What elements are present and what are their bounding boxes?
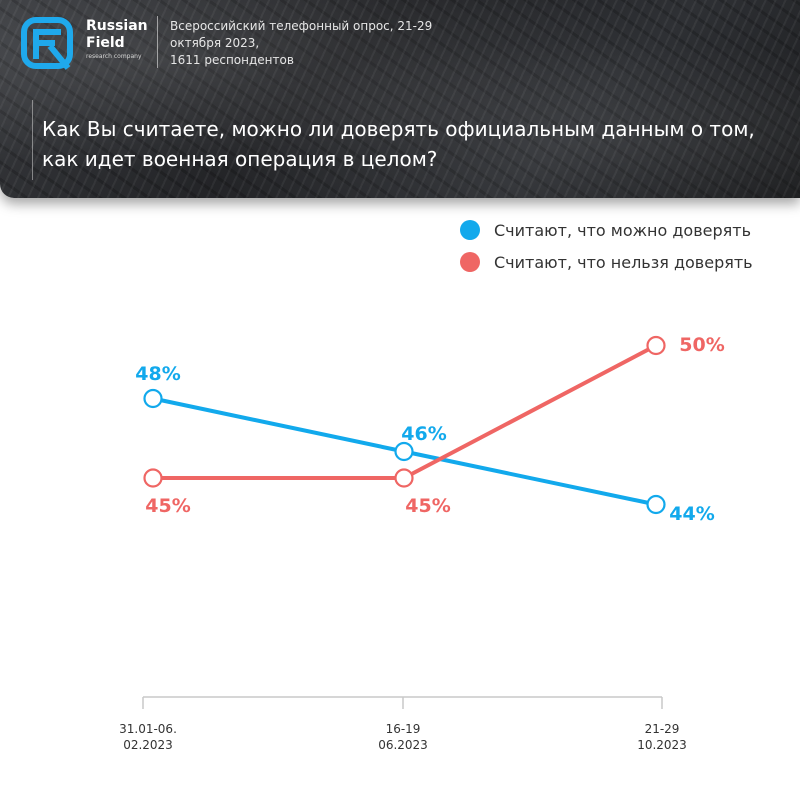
x-tick-label-2: 21-29 10.2023 [637, 722, 687, 752]
legend-item-distrust: Считают, что нельзя доверять [460, 252, 753, 272]
series-0-label-0: 48% [135, 363, 180, 385]
chart-legend: Считают, что можно доверять Считают, что… [460, 220, 753, 284]
brand-name: Russian Field research company [86, 18, 148, 61]
brand-line1: Russian [86, 18, 148, 34]
series-0-label-2: 44% [669, 503, 714, 525]
series-0-point-1 [394, 441, 414, 462]
x-tick-label-1: 16-19 06.2023 [378, 722, 428, 752]
series-1-label-0: 45% [145, 495, 190, 517]
legend-label-trust: Считают, что можно доверять [494, 220, 752, 240]
series-1-point-1 [394, 468, 414, 488]
series-0-point-0 [143, 388, 163, 409]
legend-label-distrust: Считают, что нельзя доверять [494, 252, 753, 272]
legend-swatch-trust [460, 220, 480, 240]
brand-line2: Field [86, 35, 125, 51]
header-divider [157, 16, 158, 68]
series-0-point-2 [646, 494, 666, 515]
brand-subtitle: research company [86, 53, 142, 60]
question-rule [32, 100, 33, 180]
header-banner: Russian Field research company Всероссий… [0, 0, 800, 198]
legend-swatch-distrust [460, 252, 480, 272]
series-0-label-1: 46% [401, 423, 446, 445]
question-title: Как Вы считаете, можно ли доверять офици… [42, 117, 755, 171]
russian-field-logo-icon [21, 17, 73, 70]
series-1-label-1: 45% [405, 495, 450, 517]
x-tick-label-0: 31.01-06. 02.2023 [119, 722, 177, 752]
legend-item-trust: Считают, что можно доверять [460, 220, 753, 240]
survey-info: Всероссийский телефонный опрос, 21-29 ок… [170, 19, 433, 67]
series-1-label-2: 50% [679, 334, 724, 356]
series-1-point-0 [143, 468, 163, 488]
series-1-point-2 [646, 335, 666, 356]
